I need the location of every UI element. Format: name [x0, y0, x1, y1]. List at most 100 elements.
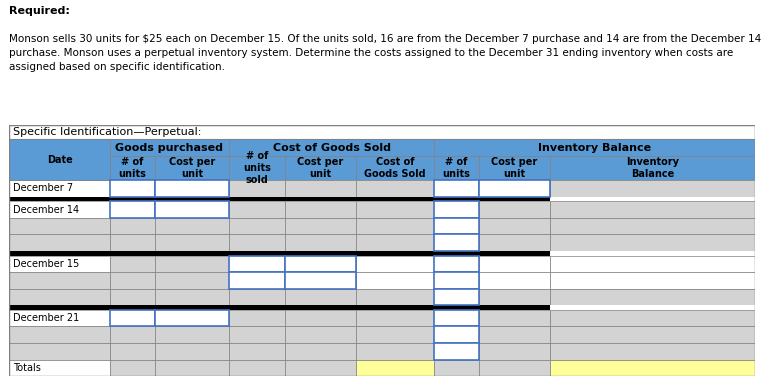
Bar: [479, 180, 550, 197]
Bar: [356, 326, 434, 343]
Bar: [110, 180, 154, 197]
Bar: [285, 256, 356, 272]
Bar: [479, 272, 550, 289]
Bar: [154, 180, 229, 197]
Bar: [154, 234, 229, 251]
Bar: [550, 306, 755, 310]
Bar: [110, 139, 229, 156]
Bar: [434, 218, 479, 234]
Text: Inventory
Balance: Inventory Balance: [626, 157, 678, 179]
Bar: [9, 234, 110, 251]
Bar: [434, 180, 479, 197]
Bar: [110, 180, 154, 197]
Text: Cost of
Goods Sold: Cost of Goods Sold: [364, 157, 426, 179]
Bar: [110, 272, 154, 289]
Bar: [356, 272, 434, 289]
Bar: [154, 289, 229, 306]
Bar: [479, 343, 550, 359]
Bar: [356, 156, 434, 180]
Bar: [434, 289, 479, 306]
Bar: [356, 218, 434, 234]
Bar: [434, 343, 479, 359]
Bar: [229, 201, 285, 218]
Bar: [285, 310, 356, 326]
Bar: [356, 359, 434, 376]
Text: Inventory Balance: Inventory Balance: [538, 143, 651, 153]
Bar: [285, 201, 356, 218]
Bar: [434, 201, 479, 218]
Bar: [479, 359, 550, 376]
Text: Date: Date: [47, 163, 73, 173]
Bar: [285, 156, 356, 180]
Text: Date: Date: [47, 155, 73, 165]
Bar: [9, 197, 550, 201]
Bar: [110, 343, 154, 359]
Bar: [479, 201, 550, 218]
Bar: [550, 201, 755, 218]
Text: Goods purchased: Goods purchased: [115, 143, 224, 153]
Bar: [285, 359, 356, 376]
Bar: [479, 289, 550, 306]
Bar: [550, 310, 755, 326]
Bar: [154, 156, 229, 180]
Bar: [110, 310, 154, 326]
Bar: [9, 310, 110, 326]
Text: # of
units: # of units: [118, 157, 146, 179]
Bar: [356, 343, 434, 359]
Bar: [356, 180, 434, 197]
Bar: [229, 139, 434, 156]
Bar: [356, 256, 434, 272]
Bar: [356, 234, 434, 251]
Bar: [229, 272, 285, 289]
Bar: [479, 218, 550, 234]
Bar: [9, 139, 110, 180]
Bar: [550, 234, 755, 251]
Bar: [285, 343, 356, 359]
Bar: [434, 289, 479, 306]
Text: December 15: December 15: [13, 259, 79, 269]
Bar: [434, 139, 755, 156]
Bar: [110, 326, 154, 343]
Bar: [229, 180, 285, 197]
Text: Required:: Required:: [9, 6, 70, 16]
Bar: [154, 180, 229, 197]
Bar: [550, 272, 755, 289]
Text: December 14: December 14: [13, 205, 79, 215]
Bar: [9, 326, 110, 343]
Bar: [229, 326, 285, 343]
Bar: [479, 234, 550, 251]
Bar: [285, 326, 356, 343]
Bar: [110, 234, 154, 251]
Bar: [550, 180, 755, 197]
Bar: [110, 256, 154, 272]
Bar: [285, 272, 356, 289]
Bar: [550, 343, 755, 359]
Bar: [154, 343, 229, 359]
Bar: [434, 272, 479, 289]
Bar: [479, 326, 550, 343]
Bar: [229, 310, 285, 326]
Bar: [434, 234, 479, 251]
Text: Totals: Totals: [13, 363, 40, 373]
Bar: [154, 256, 229, 272]
Bar: [154, 359, 229, 376]
Bar: [229, 256, 285, 272]
Bar: [9, 272, 110, 289]
Text: Cost per
unit: Cost per unit: [297, 157, 344, 179]
Bar: [479, 156, 550, 180]
Bar: [434, 310, 479, 326]
Bar: [229, 343, 285, 359]
Bar: [9, 180, 110, 197]
Text: Specific Identification—Perpetual:: Specific Identification—Perpetual:: [13, 127, 201, 138]
Bar: [285, 272, 356, 289]
Bar: [356, 201, 434, 218]
Bar: [154, 272, 229, 289]
Bar: [229, 218, 285, 234]
Bar: [110, 289, 154, 306]
Bar: [154, 201, 229, 218]
Bar: [110, 359, 154, 376]
Bar: [229, 289, 285, 306]
Bar: [154, 218, 229, 234]
Bar: [154, 310, 229, 326]
Bar: [550, 156, 755, 180]
